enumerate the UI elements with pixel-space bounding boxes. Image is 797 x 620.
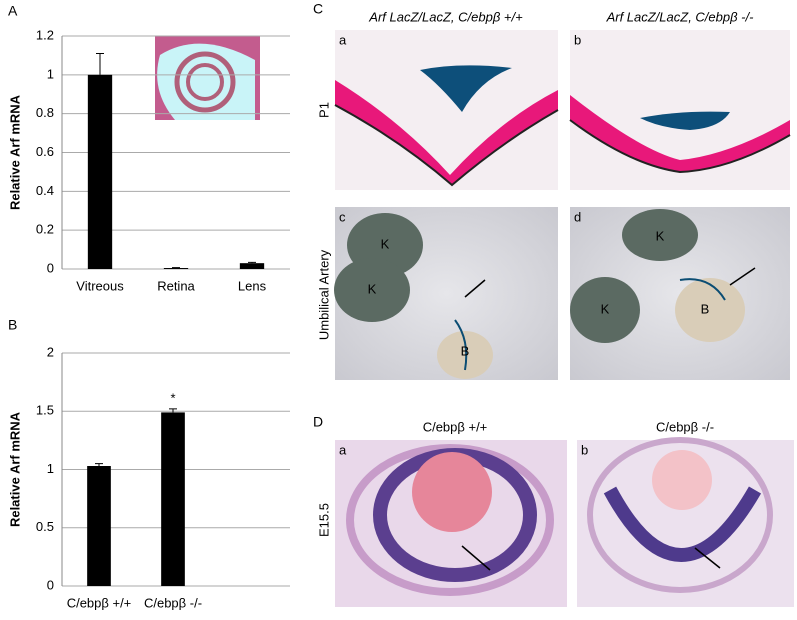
y-axis-label: Relative Arf mRNA <box>7 411 22 527</box>
column-header: C/ebpβ -/- <box>656 419 714 434</box>
annotation: * <box>170 390 175 405</box>
organ-label: K <box>368 281 377 296</box>
y-tick-label: 0.2 <box>36 222 54 237</box>
x-tick-label: C/ebpβ -/- <box>144 595 202 610</box>
organ-label: B <box>461 343 470 358</box>
y-tick-label: 0.6 <box>36 144 54 159</box>
bar <box>164 268 188 269</box>
error-bar <box>95 464 103 466</box>
panel-label: C <box>313 1 323 17</box>
y-axis-label: Relative Arf mRNA <box>7 94 22 210</box>
row-label: P1 <box>316 102 331 118</box>
y-tick-label: 0.4 <box>36 183 54 198</box>
panel-label: B <box>8 317 17 333</box>
x-tick-label: Retina <box>157 278 195 293</box>
y-tick-label: 1 <box>47 461 54 476</box>
image-label: a <box>339 32 347 47</box>
y-tick-label: 0 <box>47 577 54 592</box>
image-label: b <box>581 442 588 457</box>
bar <box>87 466 111 586</box>
image-d-a <box>335 440 567 607</box>
image-c-d <box>570 207 790 380</box>
x-tick-label: Vitreous <box>76 278 124 293</box>
organ-label: B <box>701 301 710 316</box>
column-header: C/ebpβ +/+ <box>423 419 488 434</box>
image-label: a <box>339 442 347 457</box>
inset-image <box>155 36 260 120</box>
organ-label: K <box>601 301 610 316</box>
row-label: E15.5 <box>316 503 331 537</box>
y-tick-label: 1.5 <box>36 403 54 418</box>
bar <box>161 412 185 586</box>
organ-label: K <box>381 236 390 251</box>
panel-label: D <box>313 414 323 430</box>
x-tick-label: C/ebpβ +/+ <box>67 595 132 610</box>
row-label: Umbilical Artery <box>316 249 331 340</box>
y-tick-label: 0.5 <box>36 519 54 534</box>
organ-label: K <box>656 228 665 243</box>
column-header: Arf LacZ/LacZ, C/ebpβ -/- <box>606 9 755 24</box>
x-tick-label: Lens <box>238 278 267 293</box>
image-label: c <box>339 209 346 224</box>
y-tick-label: 1 <box>47 66 54 81</box>
y-tick-label: 2 <box>47 344 54 359</box>
image-label: b <box>574 32 581 47</box>
y-tick-label: 1.2 <box>36 27 54 42</box>
image-d-b <box>577 440 794 607</box>
error-bar <box>248 262 256 263</box>
image-c-a <box>335 30 558 190</box>
y-tick-label: 0 <box>47 260 54 275</box>
image-label: d <box>574 209 581 224</box>
error-bar <box>169 409 177 412</box>
bar <box>88 75 112 269</box>
y-tick-label: 0.8 <box>36 105 54 120</box>
column-header: Arf LacZ/LacZ, C/ebpβ +/+ <box>368 9 523 24</box>
bar <box>240 263 264 269</box>
image-c-b <box>570 30 790 190</box>
error-bar <box>96 53 104 74</box>
panel-label: A <box>8 3 18 19</box>
